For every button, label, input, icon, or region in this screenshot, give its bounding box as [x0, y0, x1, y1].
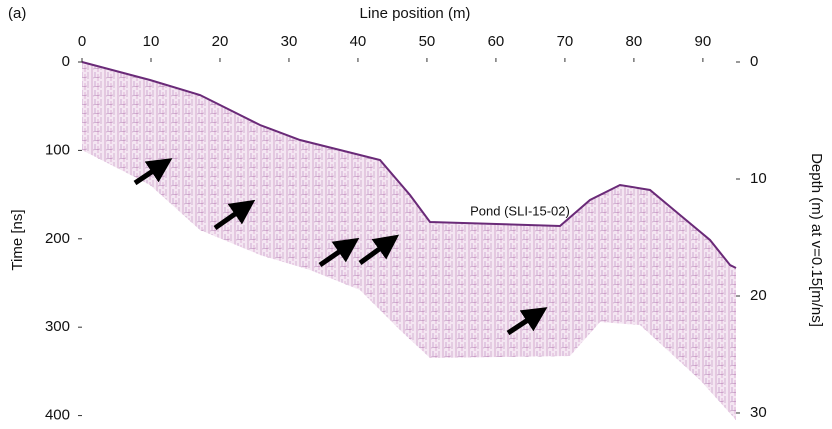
ground-surface — [81, 61, 737, 269]
x-tick-label: 70 — [557, 33, 574, 50]
x-tick-label: 20 — [212, 33, 229, 50]
panel-label: (a) — [8, 5, 26, 22]
y-tick-label: 400 — [45, 407, 70, 424]
x-tick-label: 30 — [281, 33, 298, 50]
y-tick-label: 300 — [45, 318, 70, 335]
y2-tick-label: 30 — [750, 404, 767, 421]
x-tick-label: 90 — [695, 33, 712, 50]
y-tick-label: 0 — [62, 53, 70, 70]
x-tick-label: 40 — [350, 33, 367, 50]
y-tick-label: 100 — [45, 141, 70, 158]
radargram — [82, 62, 736, 420]
y-tick-label: 200 — [45, 230, 70, 247]
x-tick-label: 60 — [488, 33, 505, 50]
x-axis-title: Line position (m) — [360, 5, 471, 22]
arrows — [133, 158, 548, 336]
y2-tick-label: 20 — [750, 287, 767, 304]
x-tick-label: 0 — [78, 33, 86, 50]
x-tick-label: 50 — [419, 33, 436, 50]
annotation: Pond (SLI-15-02) — [470, 203, 570, 218]
y2-tick-label: 10 — [750, 170, 767, 187]
x-tick-label: 80 — [626, 33, 643, 50]
y2-tick-label: 0 — [750, 53, 758, 70]
y2-axis-title: Depth (m) at v=0.15[m/ns] — [808, 153, 825, 327]
x-tick-label: 10 — [143, 33, 160, 50]
y-axis-title: Time [ns] — [9, 209, 26, 270]
